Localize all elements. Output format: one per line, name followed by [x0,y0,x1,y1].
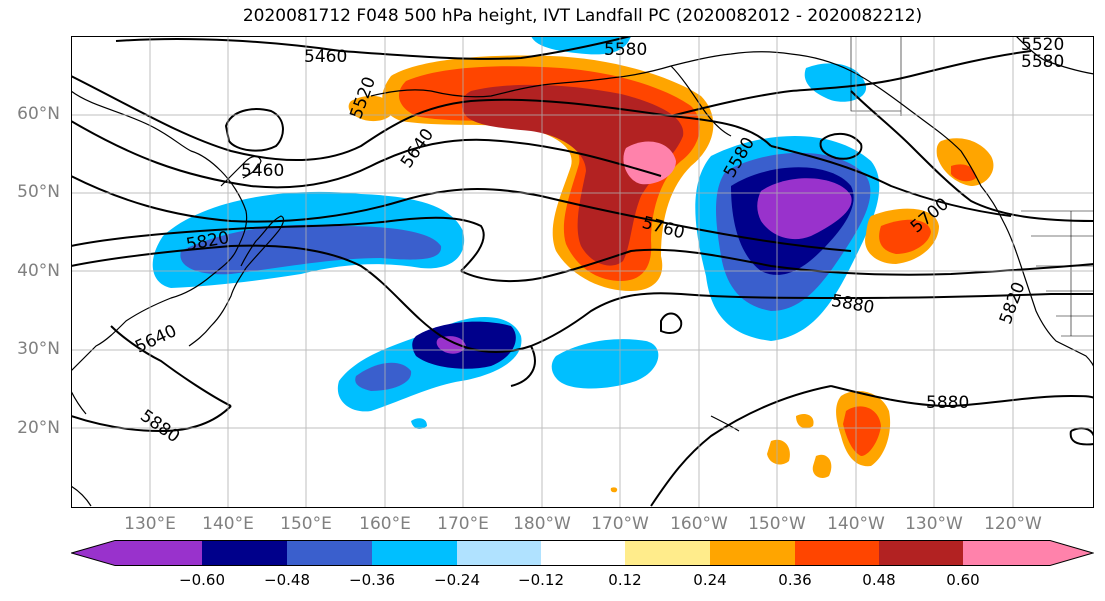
colorbar-seg-10 [963,541,1093,565]
colorbar-tick-label: −0.36 [349,571,395,589]
colorbar-seg-0 [71,541,202,565]
colorbar-seg-1 [202,541,287,565]
lon-label-140e: 140°E [202,514,254,534]
colorbar-tick-label: 0.60 [946,571,980,589]
lon-label-120w: 120°W [984,514,1042,534]
lat-label-40n: 40°N [17,261,60,281]
contour-label: 5520 [1021,36,1064,55]
colorbar-seg-2 [287,541,372,565]
ivt-positive-shading [348,55,994,493]
contour-label: 5880 [926,393,969,413]
lon-label-140w: 140°W [827,514,885,534]
colorbar-tick-label: 0.36 [778,571,812,589]
colorbar-seg-9 [879,541,963,565]
map-title: 2020081712 F048 500 hPa height, IVT Land… [242,6,923,26]
colorbar-seg-5 [541,541,625,565]
colorbar-tick-label: 0.48 [862,571,896,589]
colorbar-seg-7 [710,541,795,565]
lon-label-160e: 160°E [359,514,411,534]
colorbar-seg-3 [372,541,457,565]
map-panel: 5460 5580 5520 5580 5520 5460 5640 5580 … [71,36,1094,508]
lon-label-170w: 170°W [591,514,649,534]
lon-label-160w: 160°W [670,514,728,534]
lon-label-180w: 180°W [513,514,571,534]
colorbar-tick-label: 0.12 [608,571,642,589]
colorbar-tick-label: −0.12 [518,571,564,589]
colorbar-seg-4 [457,541,541,565]
contour-label: 5460 [241,161,284,181]
lon-label-130e: 130°E [124,514,176,534]
contour-label: 5580 [1021,52,1064,72]
colorbar [71,540,1094,566]
lon-label-130w: 130°W [905,514,963,534]
gridlines [71,36,1094,508]
lat-label-50n: 50°N [17,182,60,202]
contour-label: 5460 [304,47,347,67]
lat-label-30n: 30°N [17,339,60,359]
lat-label-60n: 60°N [17,104,60,124]
colorbar-tick-label: −0.48 [264,571,310,589]
colorbar-tick-label: −0.60 [179,571,225,589]
lon-label-150w: 150°W [748,514,806,534]
colorbar-tick-label: −0.24 [434,571,480,589]
colorbar-seg-8 [795,541,879,565]
colorbar-tick-label: 0.24 [693,571,727,589]
lon-label-150e: 150°E [280,514,332,534]
coastlines [71,36,1094,507]
contour-label: 5580 [604,40,647,60]
colorbar-seg-6 [625,541,710,565]
lon-label-170e: 170°E [437,514,489,534]
lat-label-20n: 20°N [17,418,60,438]
